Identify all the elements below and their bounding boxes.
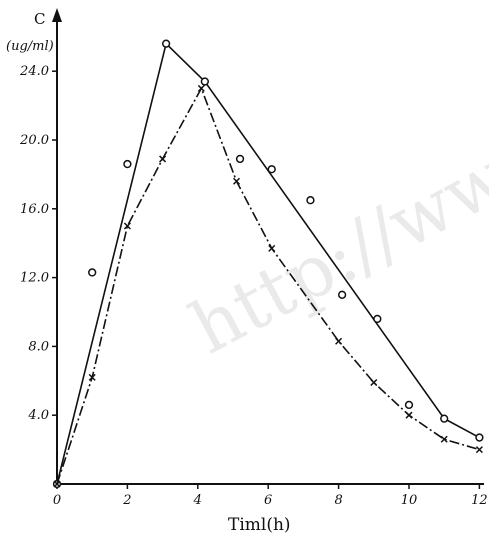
y-tick-label: 16.0 [20,202,49,217]
series-1-point [440,414,449,423]
axis-ticks: 0 2 4 6 8 10 12 4.0 8.0 12.0 16.0 20.0 24.0 [19,64,488,508]
series-2-point [197,84,205,92]
chart-axes [52,8,484,485]
y-tick-label: 12.0 [20,271,49,286]
series-1-point [235,154,245,164]
series-2-point [53,480,61,488]
x-axis-label: Timl(h) [228,515,291,535]
series-1-point [123,159,132,169]
series-1-point [88,268,97,277]
series-1-point [161,39,171,48]
series-1-point [337,290,347,299]
series-1-point [200,77,209,86]
y-axis-unit: (ug/ml) [6,39,54,54]
series-1-point [404,400,414,410]
y-axis-arrow [52,8,62,22]
series-1-point [373,314,382,324]
series-2-point [475,446,483,454]
y-tick-label: 24.0 [19,64,49,79]
x-tick-label: 6 [264,493,272,508]
series-2-line [56,86,480,485]
series-2-point [268,244,276,252]
series-2-point [123,222,131,230]
y-tick-label: 20.0 [19,133,49,148]
series-1-point [267,165,276,174]
x-tick-label: 8 [334,493,342,508]
series-layer [52,39,484,489]
y-tick-label: 8.0 [28,339,49,354]
watermark-text: http://www [177,104,489,370]
x-tick-label: 12 [471,493,488,508]
series-2-point [232,177,241,185]
series-2-point [335,337,343,345]
y-axis-label: C [34,10,45,28]
series-2-point [405,411,413,419]
x-tick-label: 2 [122,493,131,508]
x-tick-label: 4 [193,493,202,508]
series-2-point [159,155,167,163]
x-tick-label: 10 [401,493,418,508]
series-1-point [306,196,315,205]
y-tick-label: 4.0 [27,408,49,423]
series-2-point [88,373,96,381]
series-1-point [475,433,484,442]
series-2-point [370,378,378,387]
x-tick-label: 0 [53,493,61,508]
series-2-point [440,435,448,443]
